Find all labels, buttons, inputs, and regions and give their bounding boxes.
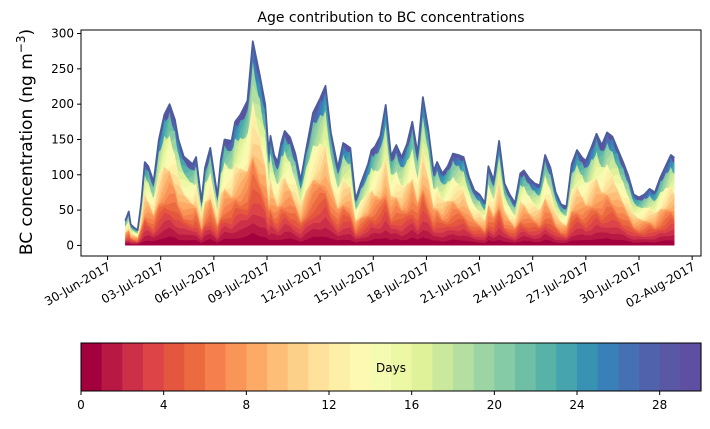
- colorbar-segment: [267, 343, 289, 391]
- age-band-0-1-days: [125, 232, 675, 246]
- colorbar-tick-label: 0: [77, 398, 85, 412]
- y-tick-label: 150: [51, 132, 74, 146]
- colorbar-segment: [184, 343, 206, 391]
- y-axis-label-suffix: ): [17, 29, 37, 36]
- colorbar-tick-label: 20: [487, 398, 502, 412]
- colorbar-segment: [81, 343, 103, 391]
- plot-frame: [80, 29, 702, 257]
- colorbar-segment: [577, 343, 599, 391]
- colorbar-segment: [308, 343, 330, 391]
- colorbar-segment: [453, 343, 475, 391]
- colorbar-segment: [473, 343, 495, 391]
- colorbar-segment: [618, 343, 640, 391]
- y-tick-label: 200: [51, 97, 74, 111]
- y-axis: 0 50 100 150 200 250 300: [51, 27, 81, 252]
- y-axis-label: BC concentration (ng m−3): [14, 29, 37, 255]
- colorbar-segment: [349, 343, 371, 391]
- colorbar-segment: [535, 343, 557, 391]
- colorbar-segment: [391, 343, 413, 391]
- y-tick-label: 250: [51, 62, 74, 76]
- colorbar-segment: [225, 343, 247, 391]
- colorbar-segment: [494, 343, 516, 391]
- colorbar-segment: [246, 343, 268, 391]
- colorbar-tick-label: 12: [321, 398, 336, 412]
- colorbar-tick-label: 24: [569, 398, 584, 412]
- colorbar: [81, 343, 702, 391]
- colorbar-tick-label: 4: [160, 398, 168, 412]
- colorbar-segment: [515, 343, 537, 391]
- colorbar-label: Days: [376, 361, 406, 375]
- y-tick-label: 300: [51, 27, 74, 41]
- colorbar-segment: [370, 343, 392, 391]
- y-axis-label-exponent: −3: [14, 35, 28, 53]
- colorbar-frame: [80, 342, 702, 392]
- colorbar-segment: [411, 343, 433, 391]
- colorbar-segment: [597, 343, 619, 391]
- colorbar-axis: 0 4 8 12 16 20 24 28: [77, 391, 667, 412]
- chart-title: Age contribution to BC concentrations: [257, 10, 524, 26]
- colorbar-tick-label: 8: [243, 398, 251, 412]
- colorbar-tick-label: 16: [404, 398, 419, 412]
- colorbar-segment: [680, 343, 702, 391]
- colorbar-segment: [659, 343, 681, 391]
- y-tick-label: 100: [51, 168, 74, 182]
- colorbar-segment: [329, 343, 351, 391]
- y-tick-label: 50: [59, 203, 74, 217]
- y-tick-label: 0: [66, 238, 74, 252]
- colorbar-segment: [287, 343, 309, 391]
- colorbar-segment: [205, 343, 227, 391]
- colorbar-segment: [163, 343, 185, 391]
- colorbar-segment: [432, 343, 454, 391]
- colorbar-tick-label: 28: [652, 398, 667, 412]
- colorbar-segment: [101, 343, 123, 391]
- colorbar-segment: [143, 343, 165, 391]
- y-axis-label-prefix: BC concentration (ng m: [17, 53, 37, 255]
- colorbar-segment: [122, 343, 144, 391]
- age-bands: [125, 41, 675, 246]
- x-axis: 30-Jun-201703-Jul-201706-Jul-201709-Jul-…: [42, 256, 698, 310]
- colorbar-segment: [639, 343, 661, 391]
- total-concentration-line: [124, 40, 675, 231]
- colorbar-segment: [556, 343, 578, 391]
